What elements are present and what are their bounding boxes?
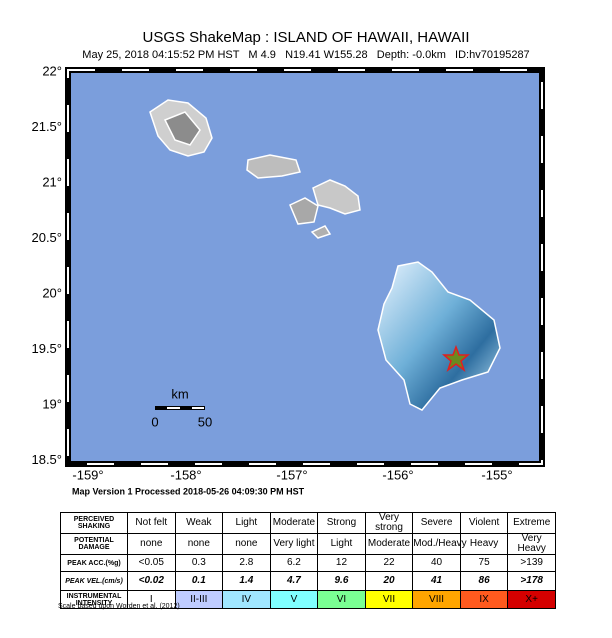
legend-cell: 9.6 <box>317 571 366 591</box>
legend-cell: none <box>222 533 271 555</box>
legend-cell: Severe <box>412 512 461 534</box>
title: USGS ShakeMap : ISLAND OF HAWAII, HAWAII <box>142 29 469 46</box>
ocean <box>68 70 542 464</box>
scale-unit: km <box>171 386 188 401</box>
row-label: PERCEIVED SHAKING <box>60 512 128 534</box>
subtitle: May 25, 2018 04:15:52 PM HST M 4.9 N19.4… <box>82 49 529 61</box>
lon-label: -158° <box>170 467 201 482</box>
row-label: INSTRUMENTAL INTENSITY <box>60 590 128 609</box>
row-label: PEAK ACC.(%g) <box>60 554 128 572</box>
lat-labels: 22° 21.5° 21° 20.5° 20° 19.5° 19° 18.5° <box>31 63 62 467</box>
lon-label: -155° <box>481 467 512 482</box>
lat-label: 19° <box>42 396 62 411</box>
legend-cell: Light <box>222 512 271 534</box>
legend-cell: <0.02 <box>127 571 176 591</box>
legend-cell: 0.1 <box>174 571 224 591</box>
epicenter-star <box>441 344 471 373</box>
row-label: PEAK VEL.(cm/s) <box>60 571 128 591</box>
lat-label: 21.5° <box>31 119 62 134</box>
lon-label: -157° <box>276 467 307 482</box>
legend-cell: Heavy <box>459 533 509 555</box>
legend-cell: II-III <box>174 590 224 609</box>
scale-label: 0 <box>151 414 158 429</box>
legend-cell: Weak <box>174 512 224 534</box>
islands <box>149 99 501 411</box>
legend-cell: none <box>127 533 176 555</box>
row-label: POTENTIAL DAMAGE <box>60 533 128 555</box>
legend-cell: VIII <box>412 590 461 609</box>
legend-cell: I <box>127 590 176 609</box>
legend-cell: 41 <box>412 571 461 591</box>
legend-cell: Very light <box>269 533 319 555</box>
legend-cell: V <box>269 590 319 609</box>
legend-cell: IV <box>222 590 271 609</box>
scale-bar-segment <box>167 407 180 409</box>
legend-cell: Moderate <box>269 512 319 534</box>
legend-cell: 0.3 <box>174 554 224 572</box>
legend-cell: X+ <box>507 590 556 609</box>
legend-cell: Very strong <box>364 512 414 534</box>
scale-label: 50 <box>198 414 212 429</box>
legend-cell: Very Heavy <box>507 533 556 555</box>
intensity-legend: PERCEIVED SHAKING Not felt Weak Light Modera… <box>60 512 556 609</box>
legend-row: POTENTIAL DAMAGE none none none Very light Li… <box>60 533 556 555</box>
legend-cell: 4.7 <box>269 571 319 591</box>
legend-cell: Moderate <box>364 533 414 555</box>
legend-cell: Violent <box>459 512 509 534</box>
scale-bar-segment <box>192 407 204 409</box>
legend-cell: 40 <box>412 554 461 572</box>
legend-cell: 75 <box>459 554 509 572</box>
legend-cell: Not felt <box>127 512 176 534</box>
map-figure: USGS ShakeMap : ISLAND OF HAWAII, HAWAII… <box>31 29 545 496</box>
legend-cell: 2.8 <box>222 554 271 572</box>
legend-cell: VI <box>317 590 366 609</box>
legend-row: INSTRUMENTAL INTENSITY I II-III IV V VI VII VII… <box>60 590 556 609</box>
lat-label: 18.5° <box>31 452 62 467</box>
legend-cell: Extreme <box>507 512 556 534</box>
legend-cell: 86 <box>459 571 509 591</box>
lat-label: 19.5° <box>31 341 62 356</box>
lat-label: 21° <box>42 174 62 189</box>
legend-cell: 1.4 <box>222 571 271 591</box>
lon-labels: -159° -158° -157° -156° -155° <box>72 467 512 482</box>
legend-cell: 20 <box>364 571 414 591</box>
lon-label: -156° <box>382 467 413 482</box>
legend-cell: Strong <box>317 512 366 534</box>
legend-cell: Light <box>317 533 366 555</box>
lat-label: 20° <box>42 285 62 300</box>
legend-cell: <0.05 <box>127 554 176 572</box>
legend-cell: VII <box>364 590 414 609</box>
legend-cell: 12 <box>317 554 366 572</box>
lat-label: 20.5° <box>31 230 62 245</box>
lat-label: 22° <box>42 63 62 78</box>
legend-cell: >139 <box>507 554 556 572</box>
legend-row: PERCEIVED SHAKING Not felt Weak Light Modera… <box>60 512 556 534</box>
legend-row: PEAK VEL.(cm/s) <0.02 0.1 1.4 4.7 9.6 20 41 86 >1… <box>60 571 556 591</box>
legend-row: PEAK ACC.(%g) <0.05 0.3 2.8 6.2 12 22 40 75 >139 <box>60 554 556 572</box>
frame-ticks <box>67 69 543 465</box>
legend-cell: Mod./Heavy <box>412 533 467 555</box>
legend-cell: 22 <box>364 554 414 572</box>
legend-cell: 6.2 <box>269 554 319 572</box>
legend-cell: none <box>174 533 224 555</box>
map-version: Map Version 1 Processed 2018-05-26 04:09… <box>72 486 305 496</box>
footer: Scale based upon Worden et al. (2012) <box>58 603 180 610</box>
legend-cell: >178 <box>507 571 556 591</box>
lon-label: -159° <box>72 467 103 482</box>
legend-cell: IX <box>459 590 509 609</box>
